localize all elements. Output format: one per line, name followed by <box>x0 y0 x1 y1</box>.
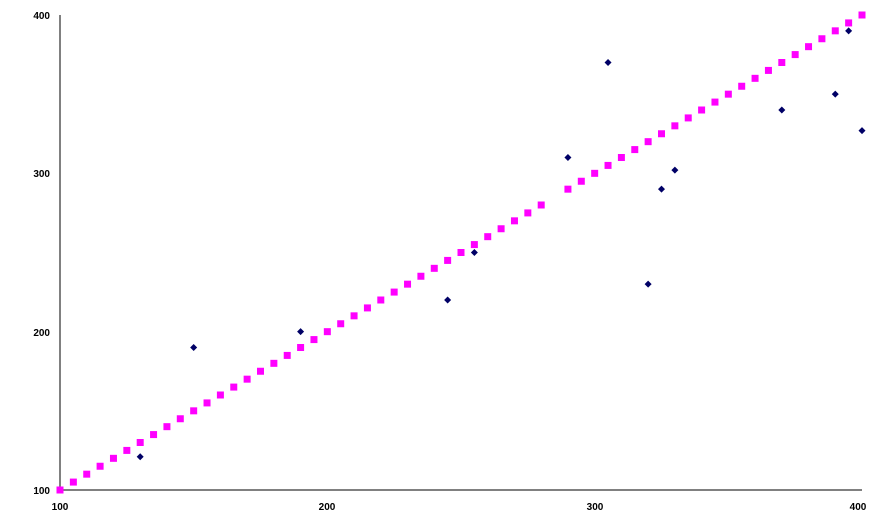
diamond-point <box>136 453 144 461</box>
square-point <box>738 82 746 90</box>
square-point <box>444 256 452 264</box>
square-point <box>390 288 398 296</box>
square-point <box>524 209 532 217</box>
x-tick-label: 100 <box>52 502 69 513</box>
y-tick-label: 200 <box>33 328 50 339</box>
diamond-point <box>831 90 839 98</box>
x-tick-label: 200 <box>319 502 336 513</box>
square-point <box>283 351 291 359</box>
square-point <box>417 272 425 280</box>
series-diamond <box>136 27 866 461</box>
square-point <box>123 446 131 454</box>
square-point <box>564 185 572 193</box>
square-point <box>69 478 77 486</box>
square-point <box>404 280 412 288</box>
x-tick-label: 400 <box>850 502 867 513</box>
square-point <box>537 201 545 209</box>
square-point <box>831 27 839 35</box>
square-point <box>470 241 478 249</box>
square-point <box>243 375 251 383</box>
square-point <box>109 454 117 462</box>
diamond-point <box>444 296 452 304</box>
square-point <box>136 439 144 446</box>
x-tick-label: 300 <box>587 502 604 513</box>
square-point <box>510 217 518 225</box>
y-tick-label: 400 <box>33 11 50 22</box>
diamond-point <box>470 249 478 256</box>
square-point <box>764 66 772 74</box>
square-point <box>631 146 639 154</box>
square-point <box>751 74 759 82</box>
diamond-point <box>644 280 652 288</box>
square-point <box>818 35 826 43</box>
diamond-point <box>190 344 198 351</box>
diamond-point <box>845 27 853 35</box>
square-point <box>778 59 786 66</box>
square-point <box>791 51 799 59</box>
diamond-point <box>564 154 572 161</box>
square-point <box>96 462 104 470</box>
square-point <box>270 359 278 367</box>
square-point <box>83 470 91 478</box>
square-point <box>297 344 305 351</box>
square-point <box>230 383 238 391</box>
square-point <box>337 320 345 328</box>
diamond-point <box>604 59 612 66</box>
square-point <box>658 130 665 138</box>
y-tick-label: 100 <box>33 486 50 497</box>
square-point <box>684 114 692 122</box>
square-point <box>310 336 318 344</box>
square-point <box>591 169 599 177</box>
square-point <box>845 19 853 27</box>
series-square <box>56 11 866 494</box>
square-point <box>617 154 625 161</box>
square-point <box>190 407 198 415</box>
x-axis: 100 200 300 400 <box>52 489 867 513</box>
square-point <box>484 233 492 241</box>
diamond-point <box>297 328 305 336</box>
square-point <box>644 138 652 146</box>
diamond-point <box>858 127 866 135</box>
square-point <box>430 264 438 272</box>
square-point <box>257 367 264 375</box>
square-point <box>350 312 358 320</box>
square-point <box>858 11 866 19</box>
y-axis: 100 200 300 400 <box>33 11 61 497</box>
square-point <box>805 43 813 51</box>
square-point <box>163 423 171 431</box>
square-point <box>363 304 371 312</box>
square-point <box>150 431 158 439</box>
diamond-point <box>671 166 679 174</box>
square-point <box>457 249 465 256</box>
square-point <box>56 486 64 494</box>
square-point <box>323 328 331 336</box>
square-point <box>724 90 732 98</box>
square-point <box>377 296 385 304</box>
square-point <box>698 106 706 114</box>
square-point <box>577 177 585 185</box>
y-tick-label: 300 <box>33 169 50 180</box>
square-point <box>176 415 184 423</box>
square-point <box>671 122 679 130</box>
square-point <box>711 98 719 106</box>
square-point <box>203 399 211 407</box>
square-point <box>497 225 505 233</box>
diamond-point <box>658 185 665 193</box>
square-point <box>604 161 612 169</box>
square-point <box>216 391 224 399</box>
diamond-point <box>778 106 786 114</box>
